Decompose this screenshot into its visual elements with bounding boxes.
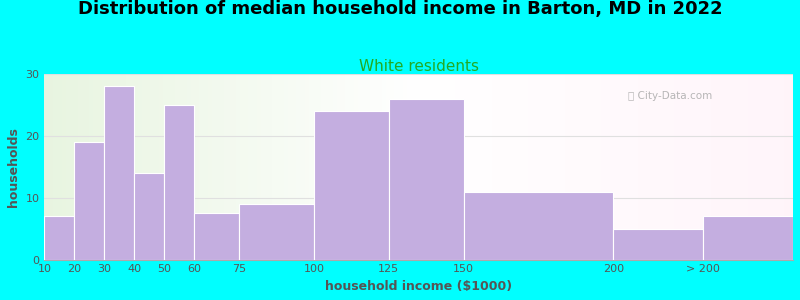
Y-axis label: households: households bbox=[7, 127, 20, 207]
Bar bbox=[74, 142, 104, 260]
Bar bbox=[703, 216, 793, 260]
Bar bbox=[389, 99, 464, 260]
X-axis label: household income ($1000): household income ($1000) bbox=[326, 280, 512, 293]
Bar bbox=[134, 173, 164, 260]
Bar bbox=[239, 204, 314, 260]
Bar bbox=[614, 229, 703, 260]
Title: White residents: White residents bbox=[358, 59, 478, 74]
Text: ⓘ City-Data.com: ⓘ City-Data.com bbox=[628, 91, 713, 101]
Bar bbox=[164, 105, 194, 260]
Bar bbox=[464, 191, 614, 260]
Bar bbox=[314, 111, 389, 260]
Text: Distribution of median household income in Barton, MD in 2022: Distribution of median household income … bbox=[78, 0, 722, 18]
Bar bbox=[45, 216, 74, 260]
Bar bbox=[104, 86, 134, 260]
Bar bbox=[194, 213, 239, 260]
